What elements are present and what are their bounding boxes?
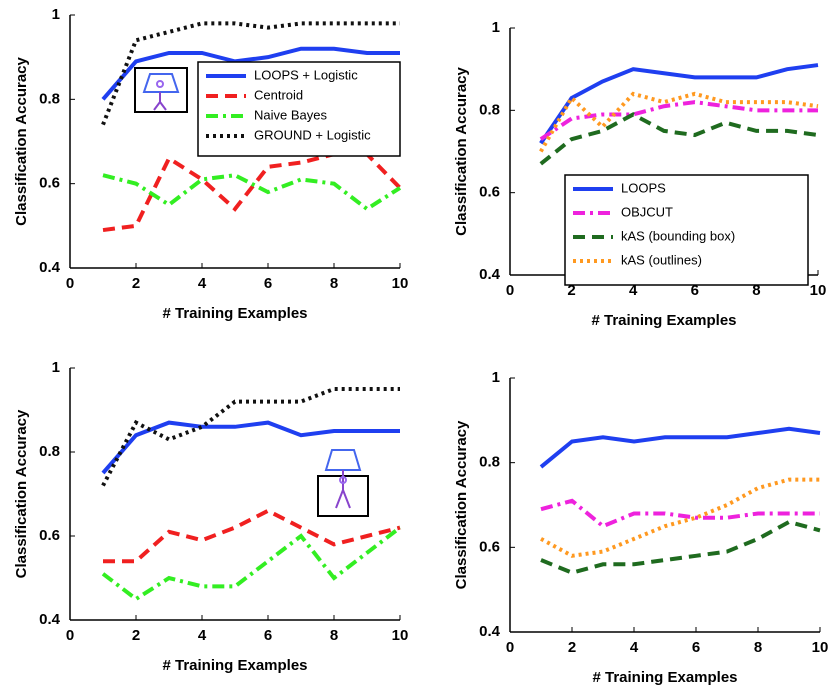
y-tick-label: 0.8	[39, 443, 60, 460]
y-tick-label: 0.8	[479, 101, 500, 118]
x-axis-label: # Training Examples	[162, 305, 307, 322]
data-line	[103, 154, 400, 230]
x-tick-label: 8	[330, 275, 338, 292]
y-tick-label: 1	[492, 19, 500, 36]
x-tick-label: 8	[330, 627, 338, 644]
x-axis-label: # Training Examples	[592, 669, 737, 686]
legend-label: kAS (outlines)	[621, 252, 702, 267]
x-axis-label: # Training Examples	[162, 657, 307, 674]
legend-label: Naive Bayes	[254, 107, 327, 122]
data-line	[541, 480, 820, 556]
data-line	[541, 114, 818, 163]
pictogram	[135, 68, 187, 112]
y-tick-label: 0.6	[39, 527, 60, 544]
y-tick-label: 0.8	[479, 454, 500, 471]
legend-label: LOOPS + Logistic	[254, 67, 358, 82]
x-tick-label: 10	[392, 627, 409, 644]
x-tick-label: 8	[754, 639, 762, 656]
y-axis-label: Classification Accuracy	[13, 57, 30, 226]
x-tick-label: 4	[630, 639, 639, 656]
legend: LOOPS + Logistic Centroid Naive Bayes GROUN…	[198, 62, 400, 156]
legend-label: GROUND + Logistic	[254, 127, 371, 142]
y-tick-label: 0.4	[39, 611, 61, 628]
y-tick-label: 0.6	[479, 184, 500, 201]
x-tick-label: 10	[812, 639, 829, 656]
x-tick-label: 0	[506, 282, 514, 299]
x-tick-label: 4	[198, 627, 207, 644]
legend: LOOPS OBJCUT kAS (bounding box) kAS (outlin…	[565, 175, 808, 285]
y-axis-label: Classification Accuracy	[453, 420, 470, 589]
y-tick-label: 0.8	[39, 90, 60, 107]
data-line	[541, 522, 820, 573]
data-line	[541, 94, 818, 152]
legend-label: OBJCUT	[621, 204, 673, 219]
x-tick-label: 6	[264, 275, 272, 292]
x-tick-label: 6	[264, 627, 272, 644]
y-axis-label: Classification Accuracy	[13, 409, 30, 578]
x-tick-label: 2	[568, 639, 576, 656]
legend-label: Centroid	[254, 87, 303, 102]
data-line	[541, 429, 820, 467]
x-tick-label: 2	[132, 627, 140, 644]
x-tick-label: 10	[392, 275, 409, 292]
data-line	[103, 389, 400, 486]
legend-label: kAS (bounding box)	[621, 228, 735, 243]
y-tick-label: 0.6	[39, 175, 60, 192]
y-tick-label: 0.4	[479, 623, 501, 640]
page: 0.40.60.810246810# Training ExamplesClas…	[0, 0, 834, 687]
data-line	[103, 528, 400, 599]
x-tick-label: 6	[692, 639, 700, 656]
pictogram	[318, 450, 368, 516]
y-tick-label: 1	[52, 359, 60, 376]
data-line	[103, 511, 400, 561]
y-tick-label: 1	[52, 6, 60, 23]
y-tick-label: 0.4	[39, 259, 61, 276]
x-tick-label: 0	[66, 627, 74, 644]
x-tick-label: 4	[198, 275, 207, 292]
y-tick-label: 1	[492, 369, 500, 386]
x-tick-label: 0	[506, 639, 514, 656]
y-axis-label: Classification Accuracy	[453, 67, 470, 236]
x-axis-label: # Training Examples	[591, 312, 736, 329]
y-tick-label: 0.4	[479, 266, 501, 283]
x-tick-label: 10	[810, 282, 827, 299]
figure: 0.40.60.810246810# Training ExamplesClas…	[0, 0, 834, 687]
x-tick-label: 0	[66, 275, 74, 292]
y-tick-label: 0.6	[479, 538, 500, 555]
legend-label: LOOPS	[621, 180, 666, 195]
x-tick-label: 2	[132, 275, 140, 292]
